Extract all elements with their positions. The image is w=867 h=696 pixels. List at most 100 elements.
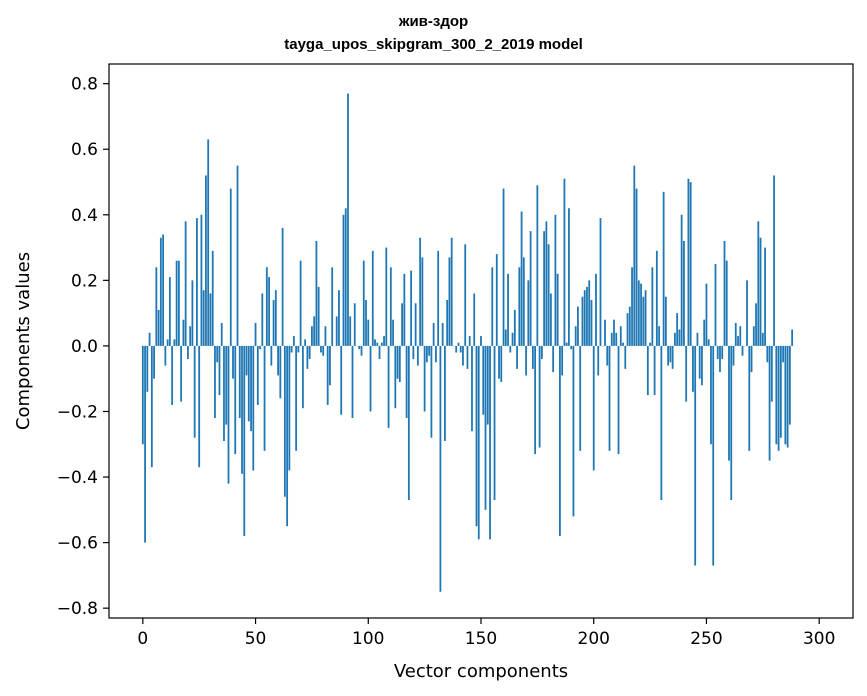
bar — [358, 345, 361, 350]
bar — [193, 345, 196, 438]
bar — [486, 345, 489, 425]
bar — [655, 250, 658, 346]
bar — [365, 300, 367, 346]
bar — [716, 345, 719, 360]
bar — [220, 322, 223, 346]
bar — [540, 345, 543, 360]
bar — [685, 345, 688, 402]
bar — [214, 345, 216, 419]
bar — [689, 182, 692, 346]
bar — [660, 345, 663, 500]
bar — [520, 211, 523, 346]
bar — [522, 257, 525, 346]
bar — [633, 165, 636, 346]
y-tick-label: −0.2 — [57, 402, 98, 422]
bar — [676, 313, 679, 346]
bar — [473, 293, 476, 346]
bar — [604, 319, 606, 346]
bar — [552, 345, 555, 373]
bar — [288, 345, 291, 471]
bar — [225, 345, 228, 425]
bar — [347, 93, 349, 346]
bar — [200, 214, 203, 346]
bar — [252, 345, 255, 471]
bar — [311, 326, 313, 346]
bar — [516, 345, 518, 369]
y-tick-label: −0.4 — [57, 468, 98, 488]
bar — [329, 345, 331, 386]
bar — [335, 316, 338, 346]
bar — [148, 332, 151, 346]
bar — [707, 339, 710, 346]
bar — [444, 345, 446, 441]
bar — [692, 345, 694, 392]
bar — [615, 332, 618, 346]
bar — [191, 280, 194, 346]
bar — [782, 345, 785, 363]
bar — [155, 267, 158, 346]
bar — [227, 345, 230, 484]
bar — [283, 345, 286, 497]
bar — [484, 345, 487, 510]
bar — [622, 342, 624, 346]
bar — [786, 345, 789, 448]
bar — [416, 345, 419, 366]
bar — [164, 345, 167, 366]
bar — [383, 336, 385, 346]
bar — [360, 345, 363, 356]
bar — [673, 332, 676, 346]
bar — [563, 178, 566, 346]
bar — [180, 345, 183, 402]
bar — [545, 221, 548, 346]
bar — [304, 339, 307, 346]
bar — [205, 175, 207, 346]
bar — [687, 178, 690, 346]
bar — [396, 345, 399, 379]
bar — [761, 332, 764, 346]
y-tick-label: 0.0 — [71, 337, 98, 357]
bar — [766, 345, 769, 363]
bar — [723, 241, 726, 346]
bar — [295, 345, 298, 451]
x-tick-label: 0 — [137, 629, 148, 649]
bar — [250, 345, 252, 432]
bars-layer — [141, 93, 794, 592]
bar — [721, 345, 724, 360]
bar — [507, 273, 509, 346]
bar — [277, 345, 279, 376]
bar — [653, 345, 656, 396]
bar — [144, 345, 146, 543]
bar — [534, 345, 537, 455]
bar — [166, 339, 169, 346]
bar — [669, 345, 672, 363]
bar — [741, 345, 744, 356]
bar — [619, 326, 622, 346]
bar — [171, 345, 174, 405]
bar — [374, 339, 376, 346]
bar — [637, 280, 640, 346]
bar — [187, 345, 189, 360]
bar — [376, 342, 379, 346]
bar — [518, 267, 521, 346]
bar — [351, 345, 354, 419]
bar — [500, 345, 503, 382]
bar — [489, 345, 491, 540]
x-tick-label: 50 — [245, 629, 267, 649]
bar — [272, 300, 275, 346]
bar — [270, 345, 273, 366]
bar — [150, 345, 153, 468]
bar — [281, 227, 284, 346]
bar — [455, 345, 458, 353]
bar — [759, 237, 762, 346]
bar — [380, 342, 383, 346]
bar — [223, 345, 225, 441]
bar — [290, 345, 293, 353]
bar — [606, 345, 609, 366]
bar — [586, 286, 588, 346]
bar — [642, 296, 645, 346]
bar — [261, 293, 264, 346]
bar — [340, 345, 343, 415]
bar — [274, 290, 277, 346]
y-tick-label: 0.2 — [71, 271, 98, 291]
